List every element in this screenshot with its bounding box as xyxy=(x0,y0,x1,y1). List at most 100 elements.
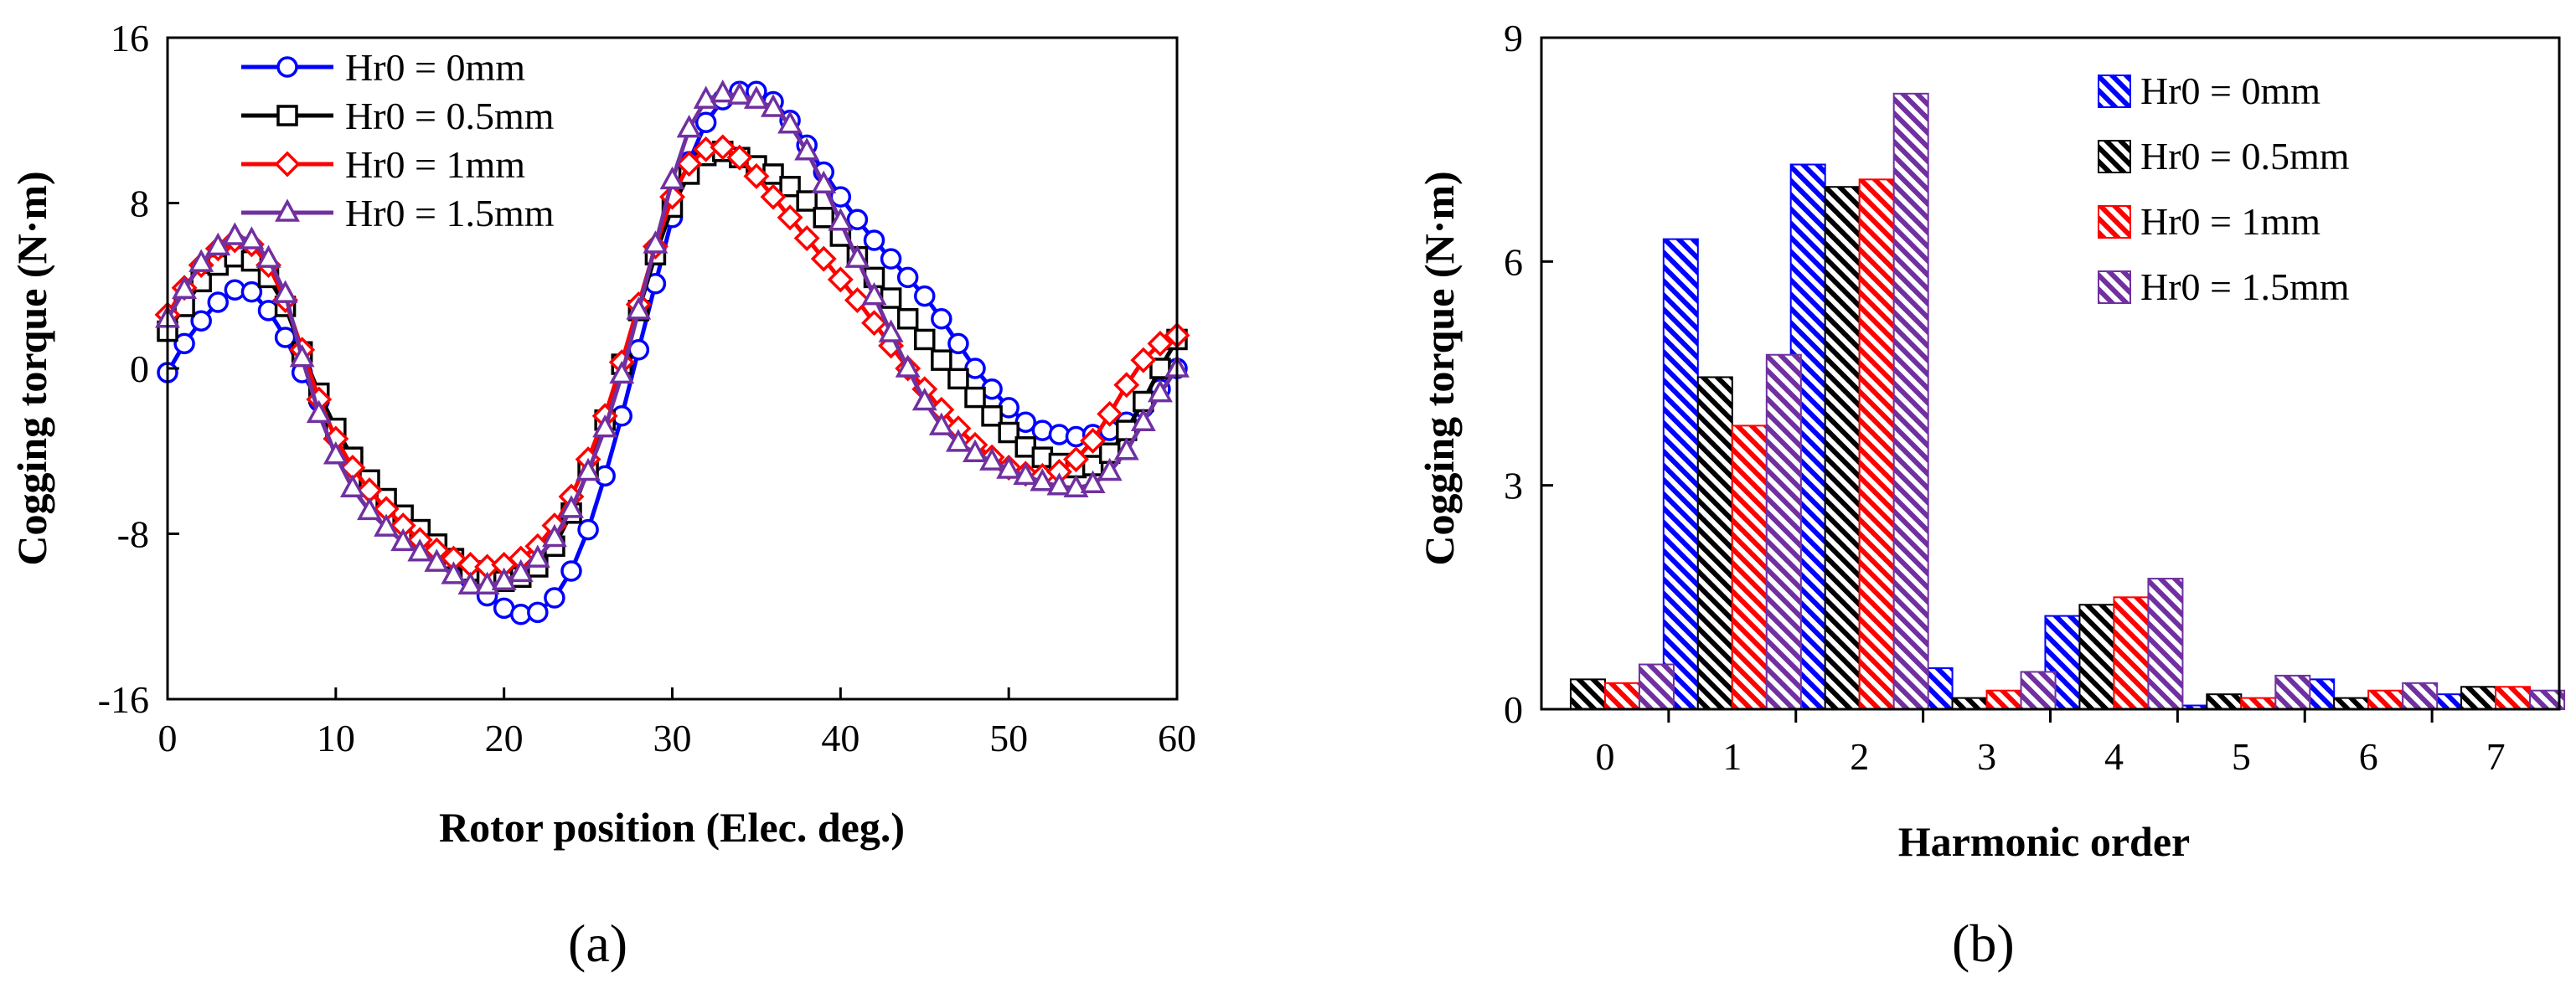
data-point-hr0-0mm xyxy=(863,229,885,251)
chart-a-series-layer xyxy=(154,80,1190,625)
data-point-hr0-1-5mm xyxy=(559,495,584,518)
data-point-hr0-0-5mm xyxy=(796,190,818,212)
data-point-hr0-1-5mm xyxy=(743,85,769,109)
chart-b-x-tick-label: 6 xyxy=(2359,735,2378,778)
data-point-hr0-1mm xyxy=(760,183,787,210)
data-point-hr0-0mm xyxy=(577,518,599,541)
data-point-hr0-1-5mm xyxy=(963,439,988,462)
bar-hr0-1mm-order-1 xyxy=(1731,425,1768,710)
data-point-hr0-1-5mm xyxy=(524,544,550,568)
data-point-hr0-1-5mm xyxy=(811,170,837,194)
data-point-hr0-1-5mm xyxy=(306,399,332,424)
data-point-hr0-1-5mm xyxy=(911,387,937,411)
data-point-hr0-1mm xyxy=(1063,446,1089,473)
chart-b-x-tick-label: 7 xyxy=(2486,735,2506,778)
chart-b-y-tick-label: 9 xyxy=(1504,17,1523,59)
data-point-hr0-1-5mm xyxy=(457,571,483,594)
legend-label-hr0-1mm: Hr0 = 1mm xyxy=(345,143,525,186)
data-point-hr0-0-5mm xyxy=(998,421,1020,444)
data-point-hr0-0mm xyxy=(173,332,195,355)
legend-marker-hr0-0mm xyxy=(276,56,298,78)
data-point-hr0-1-5mm xyxy=(794,137,820,161)
chart-a-y-tick-label: 0 xyxy=(130,347,149,390)
data-point-hr0-1-5mm xyxy=(676,114,702,138)
chart-b-x-axis-title: Harmonic order xyxy=(1898,818,2191,865)
data-point-hr0-1-5mm xyxy=(1080,470,1106,493)
chart-a-plot-frame xyxy=(166,36,1179,701)
chart-a-y-axis-title: Cogging torque (N·m) xyxy=(8,171,55,565)
chart-a-series-hr0-1mm xyxy=(154,134,1190,580)
chart-b-series-hr0-1mm xyxy=(1603,178,2532,711)
data-point-hr0-0-5mm xyxy=(947,368,969,390)
legend-label-hr0-1mm: Hr0 = 1mm xyxy=(2140,200,2320,243)
data-point-hr0-1-5mm xyxy=(172,275,198,299)
data-point-hr0-1-5mm xyxy=(576,457,601,481)
data-point-hr0-1mm xyxy=(1080,427,1107,454)
chart-a-x-tick-label: 40 xyxy=(821,717,860,759)
bar-hr0-1mm-order-2 xyxy=(1858,178,1895,711)
legend-label-hr0-1-5mm: Hr0 = 1.5mm xyxy=(345,192,555,234)
data-point-hr0-1-5mm xyxy=(491,567,517,591)
data-point-hr0-1-5mm xyxy=(659,166,685,190)
bar-hr0-0mm-order-1 xyxy=(1662,238,1699,711)
data-point-hr0-1-5mm xyxy=(374,513,400,537)
bar-hr0-1-5mm-order-6 xyxy=(2402,682,2439,710)
data-point-hr0-1-5mm xyxy=(1030,468,1056,492)
data-point-hr0-1-5mm xyxy=(828,208,854,231)
data-point-hr0-1mm xyxy=(777,204,803,231)
data-point-hr0-0mm xyxy=(694,111,717,133)
data-point-hr0-0mm xyxy=(544,587,565,609)
data-point-hr0-1-5mm xyxy=(777,111,803,134)
data-point-hr0-1mm xyxy=(1097,400,1123,427)
legend-swatch-hr0-1-5mm xyxy=(2098,270,2131,304)
data-point-hr0-1mm xyxy=(810,245,837,272)
data-point-hr0-1-5mm xyxy=(1097,457,1123,481)
data-point-hr0-1-5mm xyxy=(407,538,433,562)
chart-b-x-tick-label: 3 xyxy=(1977,735,1996,778)
data-point-hr0-0mm xyxy=(846,208,869,230)
data-point-hr0-1-5mm xyxy=(626,296,652,320)
data-point-hr0-0mm xyxy=(207,291,229,313)
data-point-hr0-1-5mm xyxy=(541,523,567,548)
chart-a-y-tick-label: 8 xyxy=(130,183,149,225)
legend-label-hr0-0-5mm: Hr0 = 0.5mm xyxy=(2140,135,2350,178)
bar-hr0-0-5mm-order-6 xyxy=(2333,697,2370,711)
data-point-hr0-0mm xyxy=(240,280,263,303)
data-point-hr0-0-5mm xyxy=(931,349,952,371)
data-point-hr0-1-5mm xyxy=(357,497,382,521)
bar-hr0-1-5mm-order-4 xyxy=(2147,578,2184,710)
bar-hr0-1mm-order-4 xyxy=(2113,596,2150,710)
bar-hr0-0-5mm-order-0 xyxy=(1569,678,1606,710)
chart-a-x-tick-label: 20 xyxy=(485,717,524,759)
data-point-hr0-1mm xyxy=(844,287,870,314)
data-point-hr0-1mm xyxy=(1113,372,1140,399)
data-point-hr0-1-5mm xyxy=(979,447,1005,471)
data-point-hr0-1mm xyxy=(1147,330,1174,357)
data-point-hr0-1-5mm xyxy=(441,561,467,584)
data-point-hr0-0mm xyxy=(527,601,549,624)
data-point-hr0-1-5mm xyxy=(996,455,1022,479)
data-point-hr0-1-5mm xyxy=(323,441,348,465)
data-point-hr0-1-5mm xyxy=(289,344,315,368)
chart-b-x-tick-label: 4 xyxy=(2104,735,2124,778)
chart-b-harmonic-spectrum: 0 3 6 9 0 1 2 3 4 5 6 7 Hr0 = 0mm Hr0 = 0.5mm Hr0 = 1… xyxy=(1416,17,2566,973)
data-point-hr0-1mm xyxy=(1130,347,1157,373)
data-point-hr0-1-5mm xyxy=(861,281,887,306)
data-point-hr0-1mm xyxy=(710,134,736,161)
data-point-hr0-1-5mm xyxy=(726,81,752,105)
chart-b-y-tick-label: 6 xyxy=(1504,240,1523,283)
bar-hr0-1mm-order-6 xyxy=(2367,689,2404,711)
bar-hr0-1-5mm-order-1 xyxy=(1765,353,1802,710)
chart-b-ticks: 0 3 6 9 0 1 2 3 4 5 6 7 xyxy=(1504,17,2506,778)
data-point-hr0-1-5mm xyxy=(256,244,281,268)
legend-marker-hr0-0-5mm xyxy=(276,105,298,126)
data-point-hr0-1-5mm xyxy=(693,85,719,109)
chart-a-legend: Hr0 = 0mm Hr0 = 0.5mm Hr0 = 1mm Hr0 = 1.5mm xyxy=(241,46,555,234)
bar-hr0-0-5mm-order-5 xyxy=(2206,693,2243,711)
chart-b-x-tick-label: 1 xyxy=(1722,735,1742,778)
bar-hr0-0-5mm-order-1 xyxy=(1696,376,1733,710)
data-point-hr0-1-5mm xyxy=(761,94,786,117)
data-point-hr0-1-5mm xyxy=(390,528,416,552)
data-point-hr0-0-5mm xyxy=(896,308,919,330)
data-point-hr0-0mm xyxy=(896,266,919,289)
